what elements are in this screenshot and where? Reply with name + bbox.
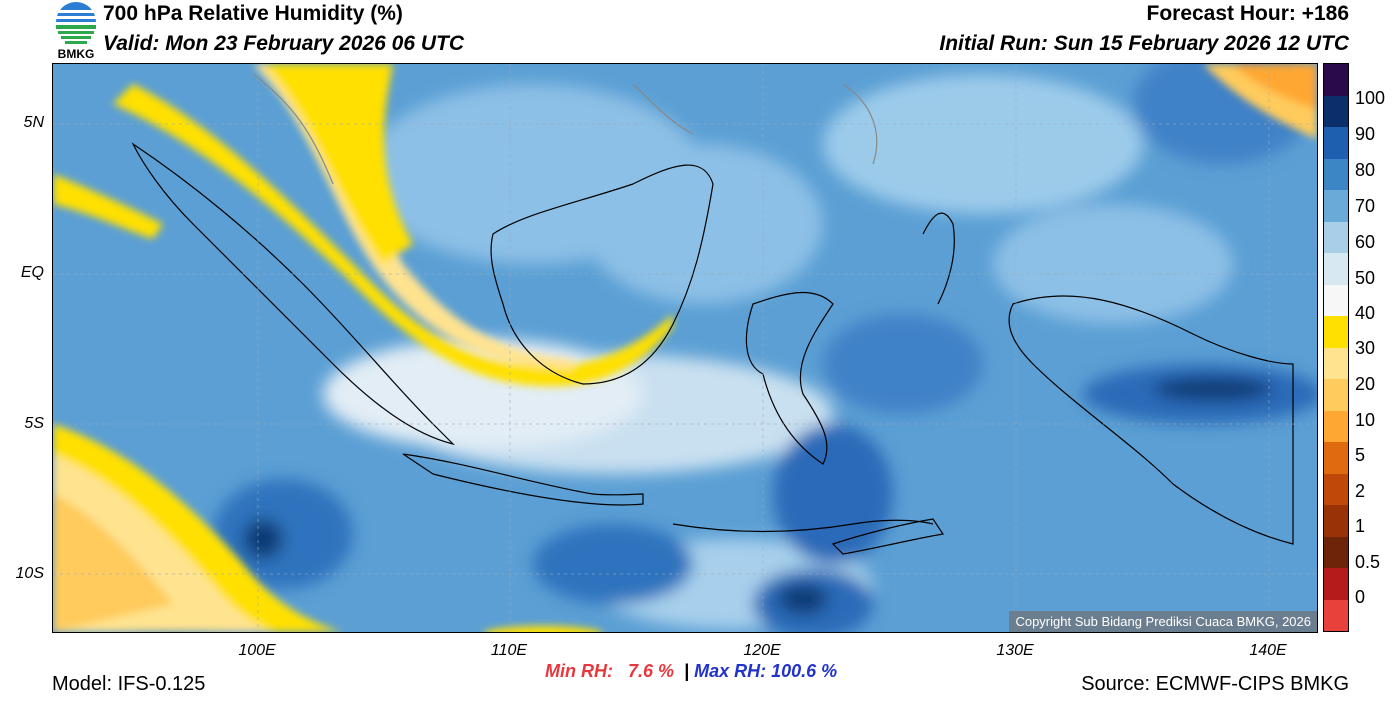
stats-separator: | <box>684 661 690 681</box>
colorbar-label: 70 <box>1355 196 1376 216</box>
colorbar-label: 40 <box>1355 303 1376 323</box>
colorbar-segment <box>1324 536 1348 568</box>
colorbar-label: 60 <box>1355 232 1376 252</box>
colorbar-label: 1 <box>1355 516 1366 536</box>
lat-label-eq: EQ <box>20 264 44 281</box>
coastlines <box>131 73 1294 555</box>
colorbar-label: 5 <box>1355 445 1366 465</box>
model-name: Model: IFS-0.125 <box>52 673 206 695</box>
colorbar-segment <box>1324 410 1348 442</box>
colorbar-segment <box>1324 473 1348 505</box>
dry-bands <box>53 64 1317 632</box>
sabah-coast <box>632 83 694 135</box>
malaysia-coast <box>252 73 334 185</box>
colorbar-label: 0 <box>1355 587 1366 607</box>
max-rh: Max RH: 100.6 % <box>694 661 838 681</box>
sulawesi-coast <box>745 291 834 465</box>
gridlines <box>53 64 1317 632</box>
initial-run: Initial Run: Sun 15 February 2026 12 UTC <box>939 32 1349 55</box>
colorbar-segment <box>1324 379 1348 411</box>
lat-label-5s: 5S <box>24 415 44 432</box>
colorbar-segment <box>1324 190 1348 222</box>
data-source: Source: ECMWF-CIPS BMKG <box>1081 673 1349 695</box>
halmahera-coast <box>922 212 955 305</box>
logo-text: BMKG <box>57 47 95 61</box>
colorbar-segment <box>1324 253 1348 285</box>
sumatra-coast <box>131 142 455 446</box>
colorbar-segment <box>1324 599 1348 631</box>
colorbar-segment <box>1324 505 1348 537</box>
colorbar-segment <box>1324 127 1348 159</box>
timor-coast <box>831 518 945 555</box>
colorbar-label: 0.5 <box>1355 552 1381 572</box>
lon-label-140e: 140E <box>1249 642 1287 659</box>
min-rh: Min RH: 7.6 % <box>545 661 675 681</box>
copyright-note: Copyright Sub Bidang Prediksi Cuaca BMKG… <box>1009 611 1317 632</box>
colorbar-label: 50 <box>1355 268 1376 288</box>
lon-label-100e: 100E <box>238 642 276 659</box>
map-title: 700 hPa Relative Humidity (%) <box>103 2 403 25</box>
colorbar-segment <box>1324 568 1348 600</box>
humidity-map: Copyright Sub Bidang Prediksi Cuaca BMKG… <box>52 63 1318 633</box>
rh-stats: Min RH: 7.6 % | Max RH: 100.6 % <box>545 661 837 682</box>
colorbar-label: 10 <box>1355 410 1376 430</box>
lon-label-120e: 120E <box>743 642 781 659</box>
colorbar-label: 2 <box>1355 481 1366 501</box>
philippines-coast <box>842 83 878 165</box>
colorbar-label: 90 <box>1355 124 1376 144</box>
colorbar-segment <box>1324 284 1348 316</box>
bmkg-logo: BMKG <box>52 0 100 62</box>
lat-label-10s: 10S <box>15 565 44 582</box>
borneo-coast <box>490 164 714 385</box>
colorbar <box>1323 63 1349 632</box>
lon-label-110e: 110E <box>490 642 528 659</box>
colorbar-segment <box>1324 347 1348 379</box>
colorbar-segment <box>1324 158 1348 190</box>
colorbar-segment <box>1324 221 1348 253</box>
colorbar-segment <box>1324 316 1348 348</box>
colorbar-label: 100 <box>1355 88 1386 108</box>
colorbar-segment <box>1324 442 1348 474</box>
new-guinea-coast <box>1008 295 1294 545</box>
lon-label-130e: 130E <box>996 642 1034 659</box>
java-coast <box>402 453 644 506</box>
colorbar-segment <box>1324 64 1348 96</box>
colorbar-label: 80 <box>1355 160 1376 180</box>
forecast-hour: Forecast Hour: +186 <box>1146 2 1350 25</box>
nusa-tenggara-coast <box>672 519 934 533</box>
valid-time: Valid: Mon 23 February 2026 06 UTC <box>103 32 465 55</box>
lat-label-5n: 5N <box>23 114 44 131</box>
colorbar-label: 20 <box>1355 374 1376 394</box>
colorbar-segment <box>1324 95 1348 127</box>
colorbar-label: 30 <box>1355 338 1376 358</box>
